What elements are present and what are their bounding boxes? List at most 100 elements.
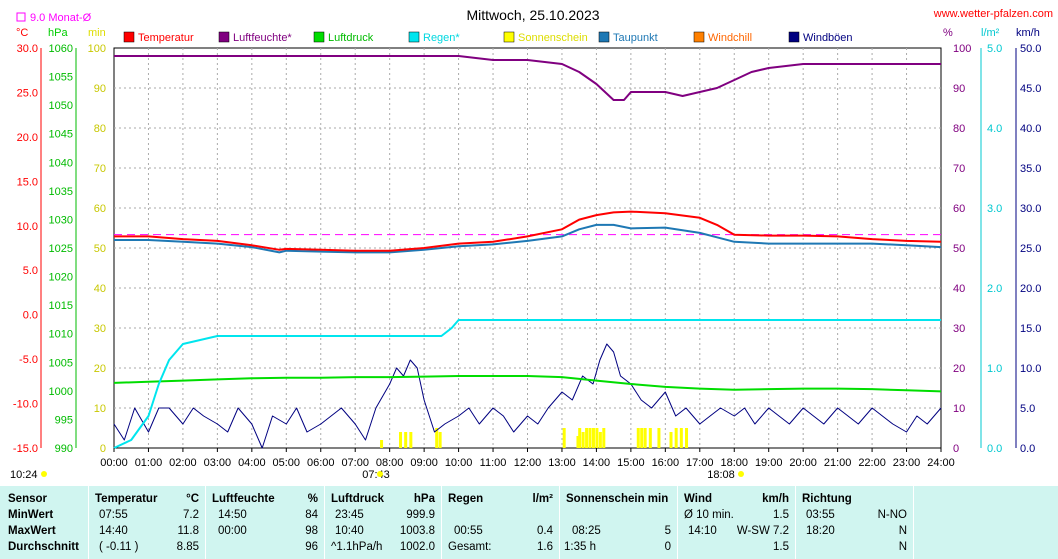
x-tick-label: 18:00 <box>720 457 748 469</box>
pressure-axis-label: 1015 <box>49 300 73 312</box>
sunshine-bar <box>636 428 640 448</box>
legend-swatch <box>693 31 705 43</box>
sunshine-bar <box>435 428 439 448</box>
percent-axis-label: 100 <box>953 43 971 55</box>
percent-axis-label: 70 <box>953 163 965 175</box>
x-tick-label: 11:00 <box>480 457 507 469</box>
col-temperature: Temperatur °C 07:55 7.2 14:40 11.8 ( -0.… <box>89 486 206 559</box>
sunset-time: 18:08 <box>707 469 735 481</box>
sunshine-bar <box>595 428 599 448</box>
percent-axis-label: 10 <box>953 403 965 415</box>
legend-label: Taupunkt <box>613 32 658 44</box>
sunshine-bar <box>602 428 606 448</box>
hum-min-val: 84 <box>305 509 318 521</box>
legend-swatch <box>598 31 610 43</box>
sun-axis-label: 90 <box>94 83 106 95</box>
weather-chart: Mittwoch, 25.10.2023 www.wetter-pfalzen.… <box>10 7 1053 481</box>
col-sunshine: Sonnenschein min 08:25 5 1:35 h 0 <box>560 486 678 559</box>
wind-avg-val: 1.5 <box>773 541 789 553</box>
sun-axis-label: 80 <box>94 123 106 135</box>
hum-title: Luftfeuchte <box>212 493 275 505</box>
sun-axis-label: 30 <box>94 323 106 335</box>
wind-axis-label: 50.0 <box>1020 43 1041 55</box>
sun-axis-label: 100 <box>88 43 106 55</box>
percent-axis-label: 20 <box>953 363 965 375</box>
sunset-marker <box>738 471 744 477</box>
x-tick-label: 08:00 <box>376 457 404 469</box>
dir-min-val: N-NO <box>877 509 907 521</box>
pressure-axis-label: 1005 <box>49 357 73 369</box>
pressure-axis-label: 1035 <box>49 186 73 198</box>
x-tick-label: 23:00 <box>893 457 921 469</box>
sunshine-bar <box>591 428 595 448</box>
temp-axis-label: -15.0 <box>13 443 38 455</box>
x-tick-label: 02:00 <box>169 457 197 469</box>
sun-axis-label: 0 <box>100 443 106 455</box>
rain-axis-label: 5.0 <box>987 43 1002 55</box>
sun-axis-label: 50 <box>94 243 106 255</box>
wind-axis-label: 15.0 <box>1020 323 1041 335</box>
sun-sum-label: 1:35 h <box>564 541 596 553</box>
unit-kmh: km/h <box>1016 27 1040 39</box>
rain-max-val: 0.4 <box>537 525 553 537</box>
temp-max-time: 14:40 <box>99 525 128 537</box>
dir-min-time: 03:55 <box>806 509 835 521</box>
wind-max-time: 14:10 <box>688 525 717 537</box>
sunshine-bar <box>438 432 442 448</box>
sunshine-bar <box>404 432 408 448</box>
temp-unit: °C <box>186 493 199 505</box>
wind-min-label: Ø 10 min. <box>684 509 734 521</box>
wind-axis-label: 10.0 <box>1020 363 1041 375</box>
x-tick-label: 17:00 <box>686 457 714 469</box>
unit-percent: % <box>943 27 953 39</box>
sunshine-bar <box>399 432 403 448</box>
legend-label: Sonnenschein <box>518 32 588 44</box>
series-line-windben <box>113 343 942 449</box>
pressure-axis-label: 1010 <box>49 329 73 341</box>
temp-axis-label: 25.0 <box>17 87 38 99</box>
temp-max-val: 11.8 <box>177 525 199 537</box>
dir-max-time: 18:20 <box>806 525 835 537</box>
pressure-axis-label: 990 <box>55 443 73 455</box>
press-max-val: 1003.8 <box>399 525 435 537</box>
rain-unit: l/m² <box>532 493 553 505</box>
rain-axis-label: 3.0 <box>987 203 1002 215</box>
series-line-luftfeuchte <box>114 55 941 101</box>
site-link[interactable]: www.wetter-pfalzen.com <box>933 8 1053 20</box>
percent-axis-label: 90 <box>953 83 965 95</box>
pressure-axis-label: 1040 <box>49 157 73 169</box>
col-direction: Richtung 03:55 N-NO 18:20 N N <box>796 486 914 559</box>
pressure-axis-label: 1055 <box>49 72 73 84</box>
wind-axis-label: 45.0 <box>1020 83 1041 95</box>
unit-hpa: hPa <box>48 27 68 39</box>
sunshine-bar <box>685 428 689 448</box>
sunshine-bar <box>562 428 566 448</box>
sun-axis-label: 20 <box>94 363 106 375</box>
row-label: MinWert <box>8 509 54 521</box>
temp-min-val: 7.2 <box>183 509 199 521</box>
wind-axis-label: 0.0 <box>1020 443 1035 455</box>
month-avg-icon <box>16 12 26 22</box>
percent-axis-label: 60 <box>953 203 965 215</box>
rain-axis-label: 2.0 <box>987 283 1002 295</box>
sun-axis-label: 40 <box>94 283 106 295</box>
wind-min-val: 1.5 <box>773 509 789 521</box>
legend-swatch <box>123 31 135 43</box>
press-min-val: 999.9 <box>406 509 435 521</box>
dir-max-val: N <box>898 525 907 537</box>
rain-axis-label: 0.0 <box>987 443 1002 455</box>
series-line-taupunkt <box>114 223 942 254</box>
wind-axis-label: 40.0 <box>1020 123 1041 135</box>
col-pressure: Luftdruck hPa 23:45 999.9 10:40 1003.8 ^… <box>325 486 442 559</box>
dir-title: Richtung <box>802 493 852 505</box>
sun-axis-label: 70 <box>94 163 106 175</box>
hum-max-val: 98 <box>305 525 318 537</box>
legend-swatch <box>408 31 420 43</box>
pressure-axis-label: 1060 <box>49 43 73 55</box>
rain-sum-label: Gesamt: <box>448 541 492 553</box>
sunshine-bar <box>409 432 413 448</box>
sunrise-marker <box>377 471 383 477</box>
chart-title: Mittwoch, 25.10.2023 <box>466 7 599 23</box>
pressure-axis-label: 1030 <box>49 214 73 226</box>
sunshine-bar <box>669 432 673 448</box>
